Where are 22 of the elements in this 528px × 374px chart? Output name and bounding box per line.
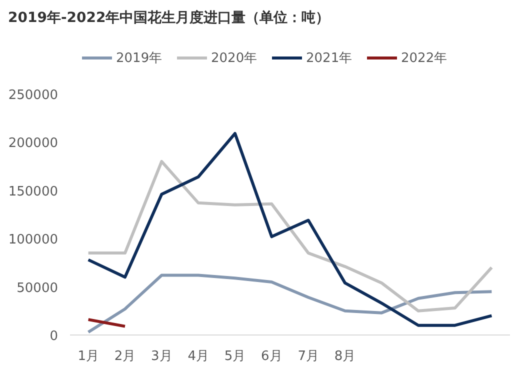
legend-label: 2021年 [306,51,352,66]
x-tick-label: 4月 [188,349,209,364]
x-tick-label: 1月 [78,349,99,364]
legend-label: 2022年 [401,51,448,66]
legend-label: 2019年 [116,51,162,66]
x-tick-label: 8月 [334,349,356,364]
y-tick-label: 150000 [8,184,58,200]
line-series [86,160,494,312]
x-tick-label: 6月 [261,349,282,364]
y-tick-label: 100000 [8,232,58,248]
y-tick-label: 50000 [16,280,58,296]
x-tick-label: 2月 [114,349,136,364]
x-tick-label: 7月 [298,349,319,364]
y-tick-label: 250000 [8,88,58,103]
line-series [86,274,494,334]
x-tick-label: 5月 [224,349,246,364]
chart-title: 2019年-2022年中国花生月度进口量（单位：吨） [8,9,330,26]
y-tick-label: 200000 [8,136,58,152]
x-tick-label: 3月 [151,349,172,364]
line-series [86,132,494,327]
y-tick-label: 0 [50,329,58,344]
legend-label: 2020年 [211,51,258,66]
